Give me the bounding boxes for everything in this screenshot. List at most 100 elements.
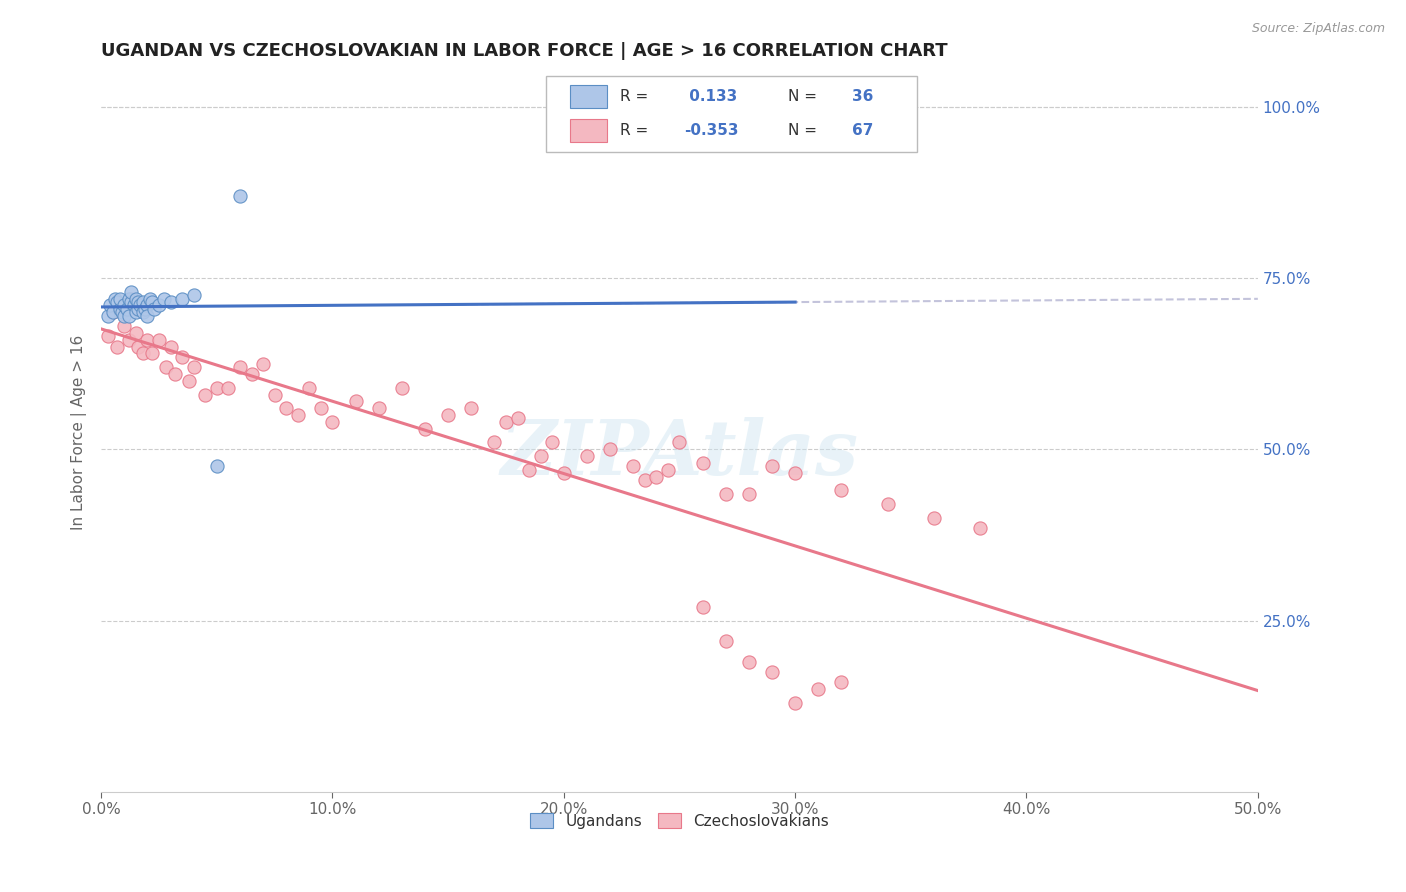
Point	[634, 473, 657, 487]
Point	[148, 298, 170, 312]
Point	[97, 309, 120, 323]
Point	[118, 333, 141, 347]
Point	[367, 401, 389, 416]
Point	[127, 301, 149, 316]
Point	[122, 298, 145, 312]
Point	[645, 469, 668, 483]
Point	[761, 459, 783, 474]
Point	[183, 288, 205, 302]
Point	[125, 326, 148, 340]
Point	[276, 401, 298, 416]
Text: R =: R =	[620, 123, 648, 138]
Point	[437, 408, 460, 422]
Point	[599, 442, 621, 457]
Point	[714, 487, 737, 501]
Point	[129, 298, 152, 312]
Point	[125, 305, 148, 319]
Point	[159, 339, 181, 353]
Point	[344, 394, 367, 409]
Point	[118, 292, 141, 306]
Point	[136, 309, 159, 323]
Point	[194, 387, 217, 401]
Point	[132, 305, 155, 319]
Point	[495, 415, 517, 429]
Text: N =: N =	[789, 123, 817, 138]
Point	[100, 298, 122, 312]
Point	[460, 401, 482, 416]
Point	[132, 295, 155, 310]
Point	[668, 435, 690, 450]
Point	[657, 463, 679, 477]
Point	[692, 599, 714, 614]
Point	[111, 298, 134, 312]
Point	[108, 301, 131, 316]
Point	[132, 346, 155, 360]
Text: N =: N =	[789, 89, 817, 104]
Point	[922, 511, 945, 525]
Point	[240, 367, 263, 381]
FancyBboxPatch shape	[569, 86, 606, 108]
Point	[969, 521, 991, 535]
Point	[159, 295, 181, 310]
FancyBboxPatch shape	[569, 120, 606, 143]
Point	[101, 305, 124, 319]
Point	[876, 497, 898, 511]
Point	[506, 411, 529, 425]
Point	[263, 387, 285, 401]
FancyBboxPatch shape	[547, 76, 917, 152]
Point	[97, 329, 120, 343]
Point	[111, 305, 134, 319]
Legend: Ugandans, Czechoslovakians: Ugandans, Czechoslovakians	[524, 806, 835, 835]
Point	[287, 408, 309, 422]
Point	[134, 301, 156, 316]
Point	[391, 381, 413, 395]
Point	[104, 292, 127, 306]
Point	[127, 295, 149, 310]
Point	[143, 301, 166, 316]
Point	[120, 285, 142, 299]
Text: -0.353: -0.353	[685, 123, 738, 138]
Point	[136, 333, 159, 347]
Point	[177, 374, 200, 388]
Point	[148, 333, 170, 347]
Point	[621, 459, 644, 474]
Point	[413, 422, 436, 436]
Point	[541, 435, 564, 450]
Point	[205, 381, 228, 395]
Point	[321, 415, 343, 429]
Point	[692, 456, 714, 470]
Point	[112, 318, 135, 333]
Point	[205, 459, 228, 474]
Point	[120, 292, 142, 306]
Point	[125, 292, 148, 306]
Point	[229, 360, 252, 375]
Point	[785, 696, 807, 710]
Point	[172, 350, 194, 364]
Point	[229, 188, 252, 202]
Text: UGANDAN VS CZECHOSLOVAKIAN IN LABOR FORCE | AGE > 16 CORRELATION CHART: UGANDAN VS CZECHOSLOVAKIAN IN LABOR FORC…	[101, 42, 948, 60]
Text: Source: ZipAtlas.com: Source: ZipAtlas.com	[1251, 22, 1385, 36]
Point	[530, 449, 553, 463]
Y-axis label: In Labor Force | Age > 16: In Labor Force | Age > 16	[72, 334, 87, 530]
Point	[141, 295, 163, 310]
Point	[738, 655, 761, 669]
Point	[152, 292, 174, 306]
Point	[138, 292, 160, 306]
Point	[575, 449, 598, 463]
Point	[298, 381, 321, 395]
Point	[112, 309, 135, 323]
Point	[785, 467, 807, 481]
Point	[136, 298, 159, 312]
Point	[217, 381, 239, 395]
Point	[155, 360, 177, 375]
Text: R =: R =	[620, 89, 648, 104]
Point	[517, 463, 540, 477]
Text: 0.133: 0.133	[685, 89, 737, 104]
Point	[118, 309, 141, 323]
Point	[309, 401, 332, 416]
Point	[108, 292, 131, 306]
Point	[105, 339, 128, 353]
Point	[112, 298, 135, 312]
Point	[761, 665, 783, 679]
Text: 36: 36	[852, 89, 873, 104]
